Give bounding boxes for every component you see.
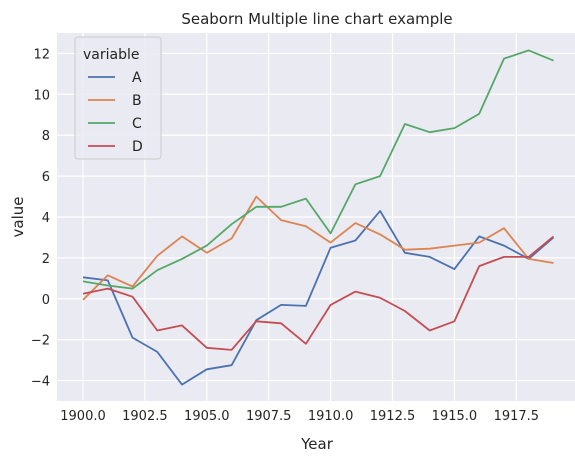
- legend-box: [74, 36, 162, 160]
- x-tick-label: 1917.5: [494, 409, 540, 424]
- y-tick-label: 4: [42, 211, 50, 226]
- y-tick-label: 10: [33, 88, 50, 103]
- chart-title: Seaborn Multiple line chart example: [181, 10, 452, 28]
- x-tick-label: 1907.5: [246, 409, 292, 424]
- x-tick-label: 1912.5: [370, 409, 416, 424]
- y-tick-label: −4: [31, 375, 50, 390]
- legend-label-a: A: [132, 70, 142, 86]
- series-line-d: [82, 235, 555, 351]
- legend-label-d: D: [132, 139, 143, 155]
- y-tick-label: 6: [42, 170, 50, 185]
- grid-lines: [57, 33, 575, 401]
- series-line-a: [82, 209, 555, 386]
- legend-label-b: B: [132, 93, 142, 109]
- legend-title: variable: [83, 47, 139, 63]
- x-tick-label: 1910.0: [308, 409, 354, 424]
- y-tick-label: 2: [42, 252, 50, 267]
- x-tick-label: 1915.0: [432, 409, 478, 424]
- y-axis-label: value: [9, 197, 27, 238]
- y-tick-label: 12: [33, 47, 50, 62]
- y-tick-label: 0: [42, 293, 50, 308]
- y-tick-label: −2: [31, 334, 50, 349]
- y-tick-label: 8: [42, 129, 50, 144]
- x-tick-label: 1902.5: [122, 409, 168, 424]
- legend-label-c: C: [132, 116, 142, 132]
- x-tick-label: 1900.0: [60, 409, 106, 424]
- series-line-c: [82, 49, 554, 290]
- tick-labels: 1900.0 1902.5 1905.0 1907.5 1910.0 1912.5 1915…: [31, 47, 539, 424]
- series-line-b: [82, 195, 554, 301]
- series-lines: [82, 49, 555, 386]
- x-tick-label: 1905.0: [184, 409, 230, 424]
- x-axis-label: Year: [300, 435, 334, 453]
